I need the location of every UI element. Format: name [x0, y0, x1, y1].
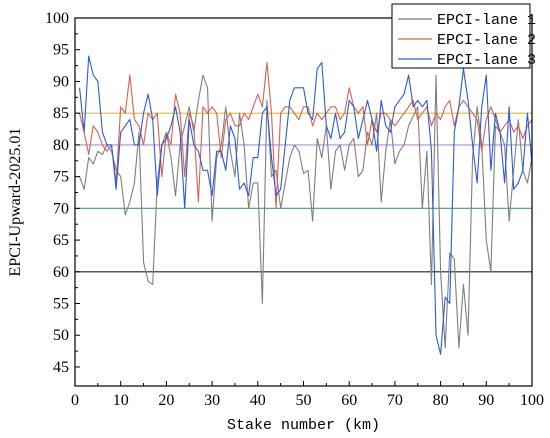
series-line-lane-2: [79, 61, 533, 209]
ticks: 0 10 20 30 40 50 60 70 80 90 100 45 50 55 60 65 70 75 80 85…: [45, 10, 544, 409]
x-tick-label: 0: [71, 392, 79, 409]
x-tick-label: 20: [158, 392, 174, 409]
series-layer: [79, 55, 533, 355]
x-tick-label: 40: [250, 392, 266, 409]
legend: EPCI-lane 1 EPCI-lane 2 EPCI-lane 3: [391, 3, 536, 69]
y-tick-label: 80: [53, 137, 69, 154]
legend-label-lane-3: EPCI-lane 3: [437, 52, 536, 69]
x-tick-label: 50: [296, 392, 312, 409]
reference-lines: [75, 112, 532, 273]
series-line-lane-3: [79, 55, 533, 355]
legend-label-lane-1: EPCI-lane 1: [437, 12, 536, 29]
legend-label-lane-2: EPCI-lane 2: [437, 32, 536, 49]
y-tick-label: 50: [53, 327, 69, 344]
y-tick-label: 70: [53, 200, 69, 217]
y-tick-label: 45: [53, 359, 69, 376]
x-tick-label: 90: [478, 392, 494, 409]
x-tick-label: 100: [520, 392, 544, 409]
x-tick-label: 30: [204, 392, 220, 409]
x-tick-label: 70: [387, 392, 403, 409]
y-tick-label: 100: [45, 10, 69, 27]
legend-box: [391, 3, 531, 69]
y-tick-label: 95: [53, 42, 69, 59]
y-tick-label: 65: [53, 232, 69, 249]
series-line-lane-1: [79, 74, 533, 349]
y-axis-title: EPCI-Upward-2025.01: [7, 128, 24, 277]
x-tick-label: 10: [113, 392, 129, 409]
y-tick-label: 90: [53, 73, 69, 90]
y-tick-label: 85: [53, 105, 69, 122]
y-tick-label: 75: [53, 169, 69, 186]
x-tick-label: 80: [433, 392, 449, 409]
x-axis-title: Stake number (km): [227, 417, 380, 434]
y-tick-label: 55: [53, 296, 69, 313]
x-tick-label: 60: [341, 392, 357, 409]
y-tick-label: 60: [53, 264, 69, 281]
